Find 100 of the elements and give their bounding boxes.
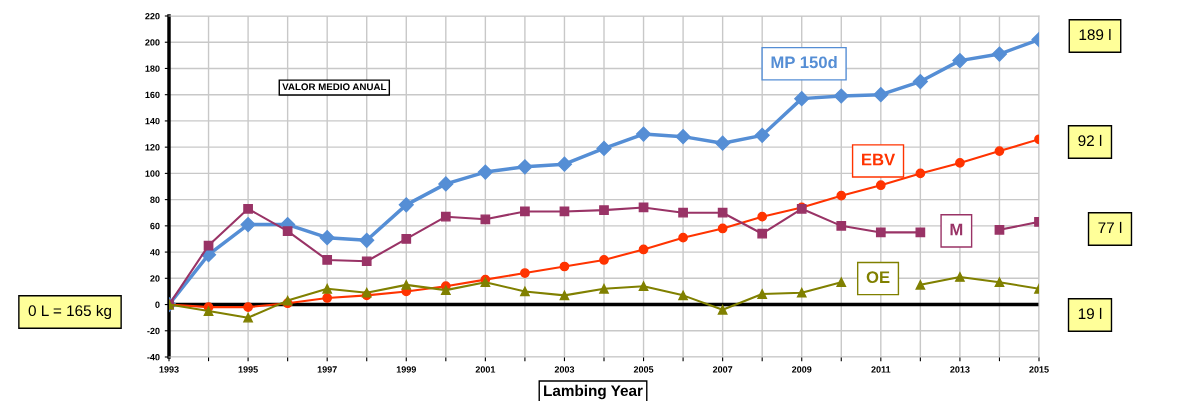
point	[480, 214, 491, 225]
point	[717, 223, 728, 234]
x-tick-label: 1997	[317, 366, 337, 373]
point	[955, 272, 965, 282]
point	[754, 127, 770, 143]
point	[559, 290, 570, 301]
text: 19 l	[1078, 307, 1102, 320]
x-tick-label: 1993	[159, 366, 179, 373]
point	[994, 146, 1005, 156]
y-tick-label: 100	[145, 170, 160, 177]
point	[757, 228, 768, 239]
point	[361, 256, 372, 267]
point	[520, 286, 530, 297]
point	[833, 88, 849, 104]
point	[440, 285, 451, 295]
y-tick-label: 160	[145, 91, 160, 99]
x-tick-label: 2005	[633, 366, 654, 373]
x-tick-label: 1999	[396, 366, 416, 373]
point	[915, 168, 926, 179]
point	[319, 230, 335, 246]
point	[757, 211, 768, 222]
y-tick-label: 80	[150, 196, 160, 203]
y-tick-label: 20	[150, 275, 160, 282]
text: 0 L = 165 kg	[28, 304, 111, 320]
annotation: VALOR MEDIO ANUAL	[282, 83, 387, 91]
point	[678, 207, 688, 218]
point	[438, 176, 454, 192]
y-tick-label: 0	[155, 301, 160, 308]
series-label: EBV	[862, 153, 896, 166]
point	[240, 216, 256, 233]
x-tick-label: 2015	[1029, 366, 1049, 373]
text: 92 l	[1078, 134, 1102, 147]
point	[243, 203, 253, 214]
point	[717, 207, 728, 218]
point	[638, 281, 649, 292]
y-tick-label: 60	[150, 222, 160, 230]
y-tick-label: 180	[145, 65, 160, 72]
point	[912, 74, 928, 90]
x-tick-label: 1995	[238, 366, 258, 373]
point	[599, 255, 609, 265]
x-tick-label: 2013	[950, 366, 970, 373]
point	[282, 226, 293, 236]
point	[398, 197, 414, 213]
point	[322, 255, 333, 265]
point	[638, 244, 649, 255]
x-tick-label: 2011	[871, 366, 891, 373]
point	[991, 46, 1008, 62]
y-tick-label: -20	[147, 327, 160, 335]
point	[678, 290, 688, 301]
point	[952, 53, 968, 69]
point	[477, 164, 493, 180]
point	[243, 302, 253, 313]
point	[836, 277, 847, 288]
point	[599, 205, 609, 215]
point	[520, 268, 530, 278]
point	[796, 287, 807, 298]
point	[757, 289, 768, 299]
y-tick-label: 40	[150, 249, 160, 256]
series-label: M	[950, 223, 963, 236]
y-tick-label: 220	[145, 12, 160, 20]
point	[836, 190, 847, 201]
point	[243, 312, 253, 323]
point	[836, 220, 847, 231]
y-tick-label: 200	[145, 39, 160, 46]
x-tick-label: 2001	[475, 366, 496, 373]
point	[440, 211, 451, 222]
text: 77 l	[1098, 221, 1122, 233]
point	[520, 206, 530, 217]
point	[322, 283, 333, 294]
point	[873, 87, 889, 103]
point	[955, 158, 965, 168]
point	[559, 261, 570, 272]
point	[599, 283, 609, 294]
y-tick-label: -40	[147, 353, 160, 361]
point	[359, 232, 375, 248]
series-label: MP 150d	[771, 55, 837, 69]
point	[875, 227, 886, 238]
x-axis-title: Lambing Year	[544, 384, 643, 400]
point	[715, 135, 731, 151]
point	[635, 126, 652, 142]
series-label: OE	[866, 271, 890, 284]
point	[678, 232, 688, 243]
x-tick-label: 2003	[554, 366, 575, 373]
point	[322, 293, 333, 303]
point	[675, 129, 691, 145]
point	[517, 159, 533, 175]
x-tick-label: 2009	[792, 366, 812, 373]
x-tick-label: 2007	[712, 366, 733, 373]
point	[203, 306, 214, 316]
point	[596, 140, 612, 157]
y-tick-label: 120	[145, 144, 160, 151]
point	[794, 91, 810, 107]
point	[401, 234, 412, 244]
point	[994, 277, 1005, 288]
point	[556, 156, 573, 172]
point	[994, 224, 1005, 235]
point	[717, 304, 728, 315]
y-tick-label: 140	[145, 117, 160, 125]
point	[915, 280, 926, 290]
text: 189 l	[1079, 28, 1111, 41]
